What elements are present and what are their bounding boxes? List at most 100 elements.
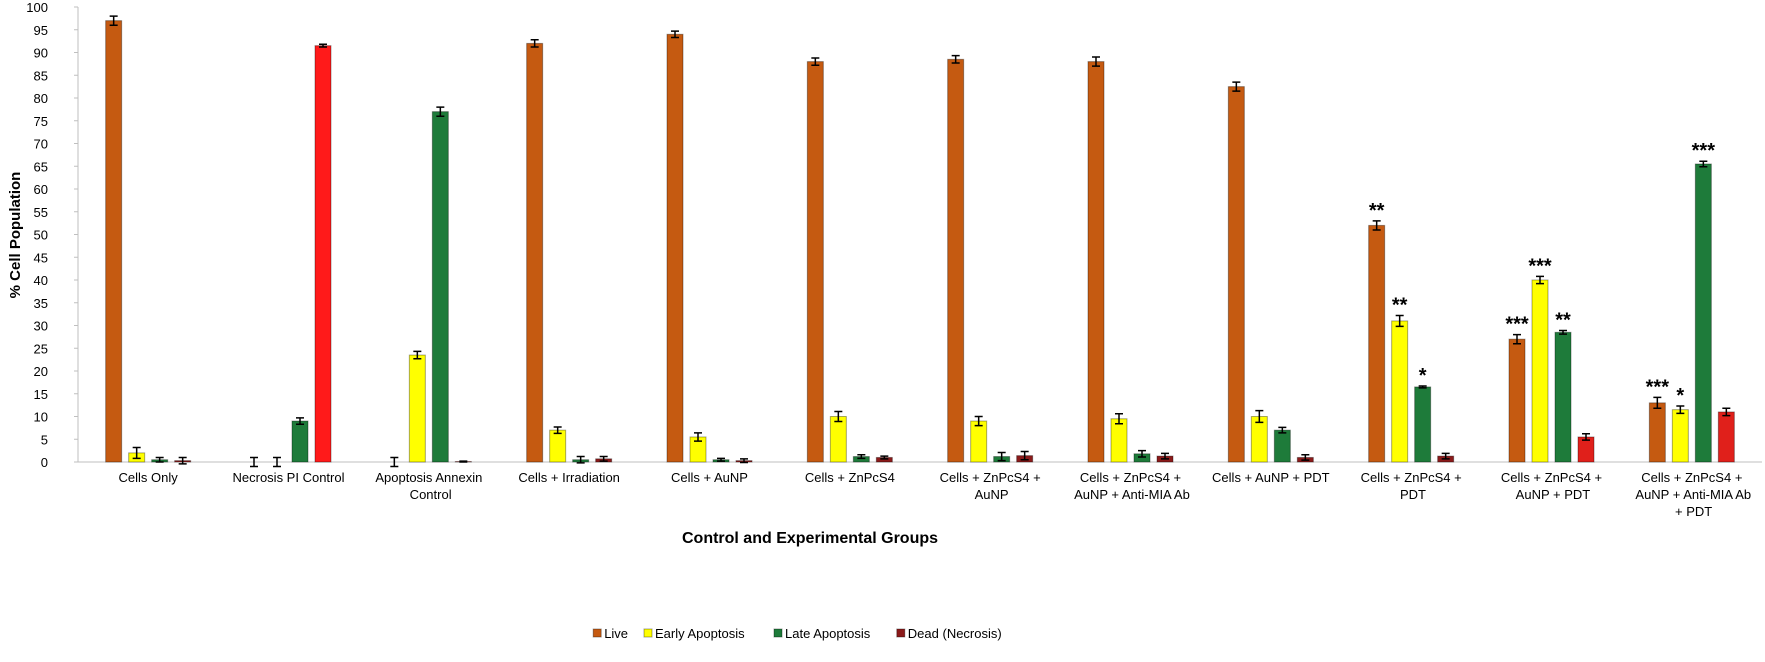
bar <box>1554 331 1572 463</box>
error-bar <box>671 30 679 39</box>
error-bar <box>576 455 585 464</box>
bar <box>1110 418 1128 463</box>
x-tick-label: Cells + AuNP + PDT <box>1212 470 1330 485</box>
bar <box>1273 429 1291 463</box>
legend-label: Early Apoptosis <box>655 626 745 641</box>
bar <box>1250 416 1268 463</box>
error-bar <box>413 350 422 360</box>
y-tick-label: 5 <box>41 432 48 447</box>
x-tick-label: Necrosis PI Control <box>233 470 345 485</box>
error-bar <box>1092 56 1100 67</box>
y-tick-label: 90 <box>34 46 48 61</box>
y-tick-label: 45 <box>34 250 48 265</box>
bar <box>1391 320 1409 463</box>
bar <box>970 420 988 463</box>
y-tick-label: 85 <box>34 68 48 83</box>
error-bar <box>1699 160 1708 168</box>
bar <box>105 20 123 463</box>
y-tick-label: 25 <box>34 341 48 356</box>
bar <box>1694 163 1712 463</box>
y-tick-label: 30 <box>34 319 48 334</box>
x-tick-label: Cells + Irradiation <box>518 470 620 485</box>
error-bar <box>951 54 960 64</box>
error-bar <box>1536 275 1544 285</box>
bar <box>1648 402 1666 463</box>
y-axis-label: % Cell Population <box>7 172 24 299</box>
error-bar <box>390 456 399 468</box>
y-tick-label: 60 <box>34 182 48 197</box>
bar <box>291 420 309 463</box>
error-bar <box>319 43 327 48</box>
significance-label: *** <box>1646 376 1670 398</box>
y-tick-label: 95 <box>34 23 48 38</box>
x-tick-label: Cells + ZnPcS4 + AuNP + Anti-MIA Ab + PD… <box>1633 470 1752 519</box>
error-bar <box>857 453 866 460</box>
y-tick-label: 50 <box>34 228 48 243</box>
error-bar <box>1138 449 1146 458</box>
x-tick-label: Apoptosis Annexin Control <box>375 470 482 502</box>
y-tick-label: 75 <box>34 114 48 129</box>
error-bar <box>1301 453 1310 461</box>
error-bar <box>974 415 983 427</box>
y-tick-label: 40 <box>34 273 48 288</box>
bar <box>1671 409 1689 463</box>
bar <box>1531 279 1549 463</box>
error-bar <box>436 106 445 117</box>
bar <box>1227 86 1245 463</box>
error-bar <box>599 455 608 462</box>
legend-swatch <box>643 628 653 638</box>
error-bar <box>811 57 820 66</box>
y-tick-label: 80 <box>34 91 48 106</box>
y-tick-label: 15 <box>34 387 48 402</box>
legend-label: Late Apoptosis <box>785 626 871 641</box>
error-bar <box>1395 314 1404 328</box>
bar <box>947 58 965 463</box>
bar <box>431 111 449 463</box>
error-bar <box>1653 396 1662 410</box>
error-bar <box>717 457 725 462</box>
significance-label: ** <box>1392 294 1408 316</box>
legend-label: Live <box>604 626 628 641</box>
bar <box>1414 386 1432 463</box>
error-bar <box>459 460 468 463</box>
bar <box>806 61 824 463</box>
bar <box>1508 338 1526 463</box>
error-bar <box>109 15 118 26</box>
significance-label: *** <box>1692 140 1716 162</box>
y-tick-label: 0 <box>41 455 48 470</box>
error-bar <box>880 455 889 460</box>
bar <box>1087 61 1105 463</box>
error-bar <box>1722 407 1731 417</box>
error-bar <box>1020 450 1029 461</box>
error-bar <box>155 456 164 463</box>
error-bar <box>296 417 304 425</box>
error-bar <box>1255 409 1264 424</box>
error-bar <box>1161 452 1169 460</box>
significance-label: *** <box>1528 255 1552 277</box>
error-bar <box>178 456 187 465</box>
bar <box>549 429 567 463</box>
error-bar <box>1418 385 1427 389</box>
error-bar <box>1232 81 1241 92</box>
y-tick-label: 65 <box>34 159 48 174</box>
y-tick-label: 55 <box>34 205 48 220</box>
legend-label: Dead (Necrosis) <box>908 626 1002 641</box>
error-bar <box>553 426 562 435</box>
y-tick-label: 10 <box>34 410 48 425</box>
error-bar <box>834 410 843 423</box>
significance-label: ** <box>1555 310 1571 332</box>
bar <box>408 354 426 463</box>
error-bar <box>1441 452 1450 460</box>
x-tick-label: Cells + ZnPcS4 + AuNP <box>940 470 1041 502</box>
error-bar <box>250 456 258 468</box>
y-tick-label: 20 <box>34 364 48 379</box>
significance-label: * <box>1676 385 1684 407</box>
bar <box>314 45 332 463</box>
error-bar <box>1278 426 1287 434</box>
x-tick-label: Cells + ZnPcS4 + PDT <box>1361 470 1462 502</box>
bar <box>1717 411 1735 463</box>
legend-swatch <box>896 628 906 638</box>
bar <box>666 33 684 463</box>
bar <box>829 416 847 463</box>
